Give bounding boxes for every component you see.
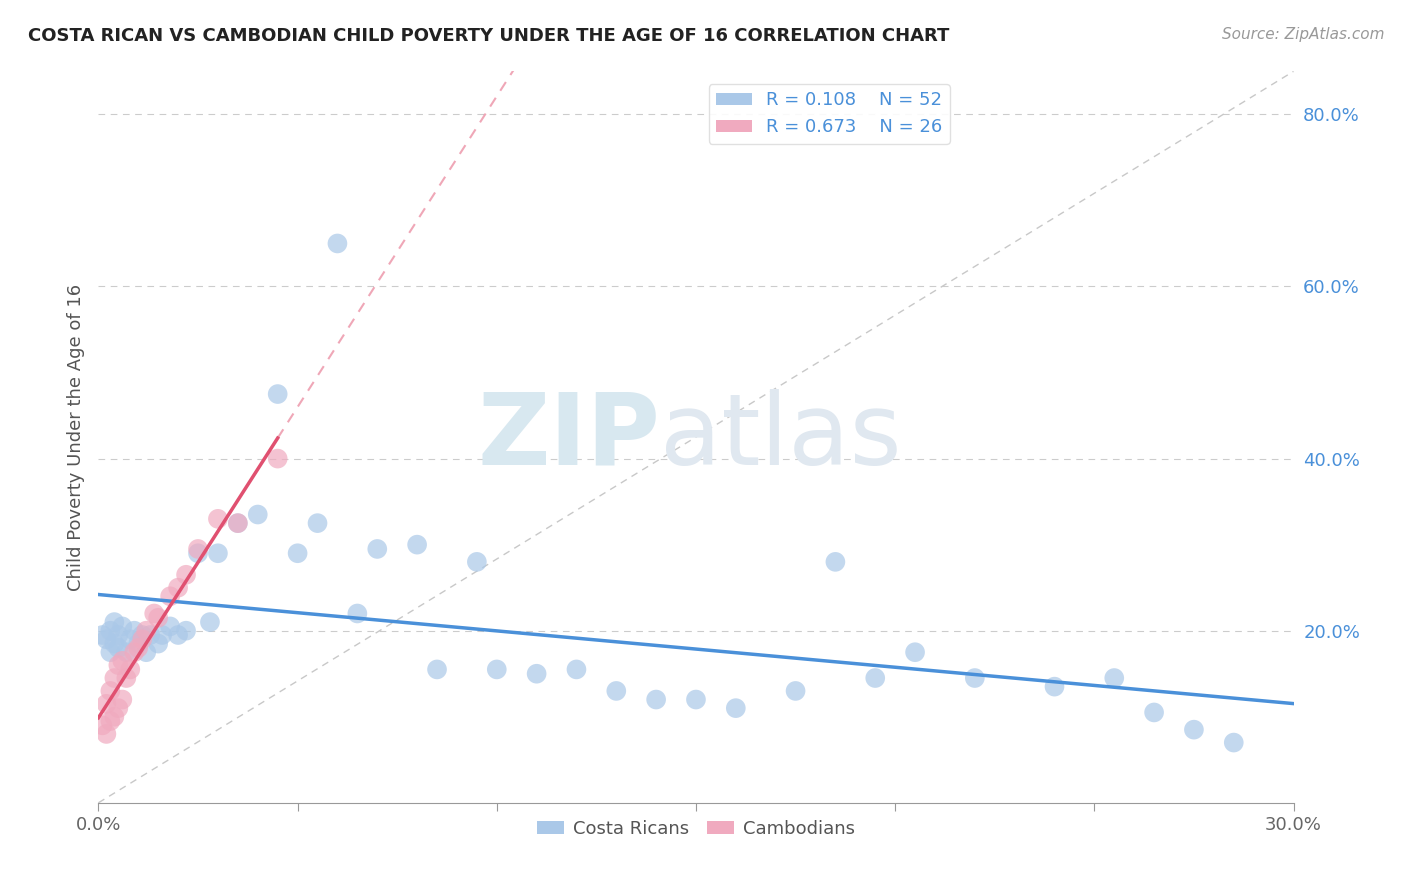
Point [187,541,209,556]
Point [127,640,149,655]
Point [111,692,134,706]
Point [159,619,181,633]
Point [207,546,229,560]
Point [124,645,146,659]
Point [103,615,125,629]
Text: ZIP: ZIP [477,389,661,485]
Point [91,628,114,642]
Legend: Costa Ricans, Cambodians: Costa Ricans, Cambodians [530,813,862,845]
Point [135,645,157,659]
Point [124,624,146,638]
Point [1182,723,1205,737]
Point [115,645,138,659]
Point [111,619,134,633]
Point [785,684,807,698]
Point [1143,706,1166,720]
Point [963,671,986,685]
Point [139,628,162,642]
Point [96,632,118,647]
Point [174,567,197,582]
Point [103,671,125,685]
Point [406,538,429,552]
Point [98,645,122,659]
Y-axis label: Child Poverty Under the Age of 16: Child Poverty Under the Age of 16 [66,284,84,591]
Point [904,645,927,659]
Point [366,541,388,556]
Point [485,662,508,676]
Point [107,628,129,642]
Point [98,624,122,638]
Point [131,632,153,647]
Point [120,632,142,647]
Point [98,714,122,728]
Point [96,727,118,741]
Point [526,666,548,681]
Point [96,697,118,711]
Point [246,508,269,522]
Point [307,516,329,530]
Point [226,516,249,530]
Point [131,628,153,642]
Point [120,662,142,676]
Point [724,701,747,715]
Point [685,692,707,706]
Point [267,451,290,466]
Point [150,628,173,642]
Point [167,628,190,642]
Point [865,671,887,685]
Point [824,555,846,569]
Text: Source: ZipAtlas.com: Source: ZipAtlas.com [1222,27,1385,42]
Point [127,637,149,651]
Point [645,692,668,706]
Point [103,710,125,724]
Point [91,718,114,732]
Point [135,624,157,638]
Point [107,701,129,715]
Point [1104,671,1126,685]
Point [167,581,190,595]
Point [207,512,229,526]
Point [187,546,209,560]
Point [174,624,197,638]
Point [107,658,129,673]
Point [287,546,309,560]
Point [565,662,588,676]
Text: atlas: atlas [661,389,901,485]
Point [346,607,368,621]
Point [111,654,134,668]
Point [426,662,449,676]
Point [226,516,249,530]
Point [465,555,488,569]
Point [605,684,627,698]
Point [267,387,290,401]
Point [143,607,166,621]
Point [1043,680,1066,694]
Point [148,637,170,651]
Point [98,684,122,698]
Text: COSTA RICAN VS CAMBODIAN CHILD POVERTY UNDER THE AGE OF 16 CORRELATION CHART: COSTA RICAN VS CAMBODIAN CHILD POVERTY U… [28,27,949,45]
Point [159,589,181,603]
Point [115,671,138,685]
Point [103,637,125,651]
Point [148,611,170,625]
Point [198,615,221,629]
Point [326,236,349,251]
Point [107,640,129,655]
Point [1223,735,1246,749]
